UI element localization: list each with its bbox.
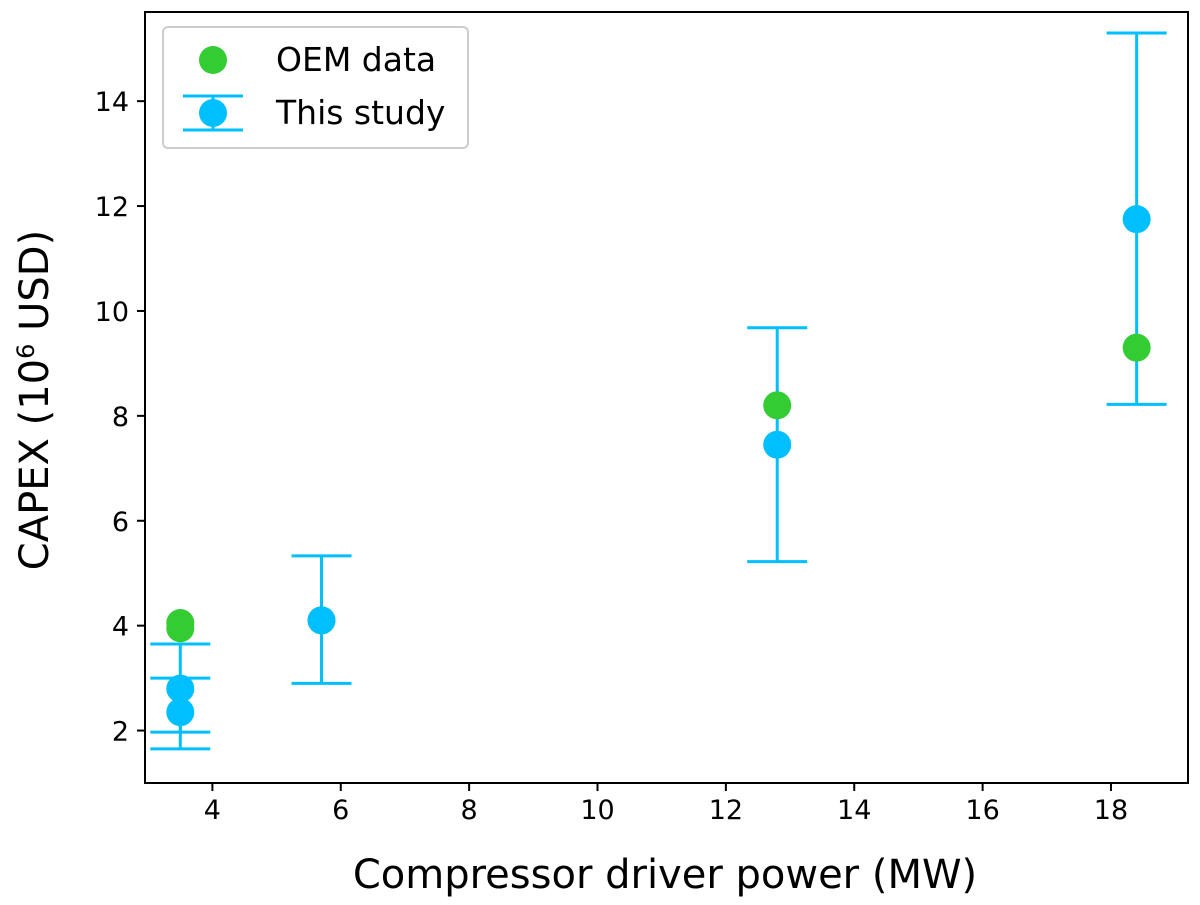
y-tick-label: 10 — [95, 297, 129, 328]
y-axis-label-exponent: 6 — [12, 344, 40, 359]
legend-marker-study — [199, 99, 227, 127]
y-tick-label: 6 — [112, 507, 129, 538]
x-tick-label: 6 — [332, 795, 349, 826]
plot-frame — [144, 11, 1189, 784]
oem-data-point — [1122, 333, 1151, 362]
legend-label-oem: OEM data — [276, 40, 436, 79]
this-study-data-point — [307, 606, 336, 635]
x-tick-label: 8 — [461, 795, 478, 826]
legend-marker-oem — [199, 46, 227, 74]
y-tick-label: 12 — [95, 192, 129, 223]
y-tick-label: 2 — [112, 717, 129, 748]
oem-data-point — [763, 391, 792, 420]
y-axis-ticks: 2 4 6 8 10 12 14 — [95, 87, 145, 748]
x-tick-label: 12 — [709, 795, 743, 826]
oem-data-point — [166, 614, 195, 643]
y-tick-label: 4 — [112, 612, 129, 643]
this-study-data-point — [763, 430, 792, 459]
plot-area — [150, 31, 1167, 751]
x-tick-label: 10 — [580, 795, 614, 826]
y-axis-label: CAPEX (106 USD) — [12, 230, 58, 570]
legend-box — [162, 26, 469, 149]
y-tick-label: 14 — [95, 87, 129, 118]
this-study-data-point — [1122, 205, 1151, 234]
y-tick-label: 8 — [112, 402, 129, 433]
x-tick-label: 18 — [1094, 795, 1128, 826]
x-axis-label: Compressor driver power (MW) — [353, 852, 977, 898]
legend-label-study: This study — [275, 93, 445, 132]
x-axis-ticks: 4 6 8 10 12 14 16 18 — [204, 783, 1128, 826]
x-tick-label: 4 — [204, 795, 221, 826]
x-tick-label: 16 — [965, 795, 999, 826]
x-tick-label: 14 — [837, 795, 871, 826]
this-study-data-point — [166, 698, 195, 727]
this-study-data-point — [166, 674, 195, 703]
legend: OEM data This study — [162, 26, 469, 149]
